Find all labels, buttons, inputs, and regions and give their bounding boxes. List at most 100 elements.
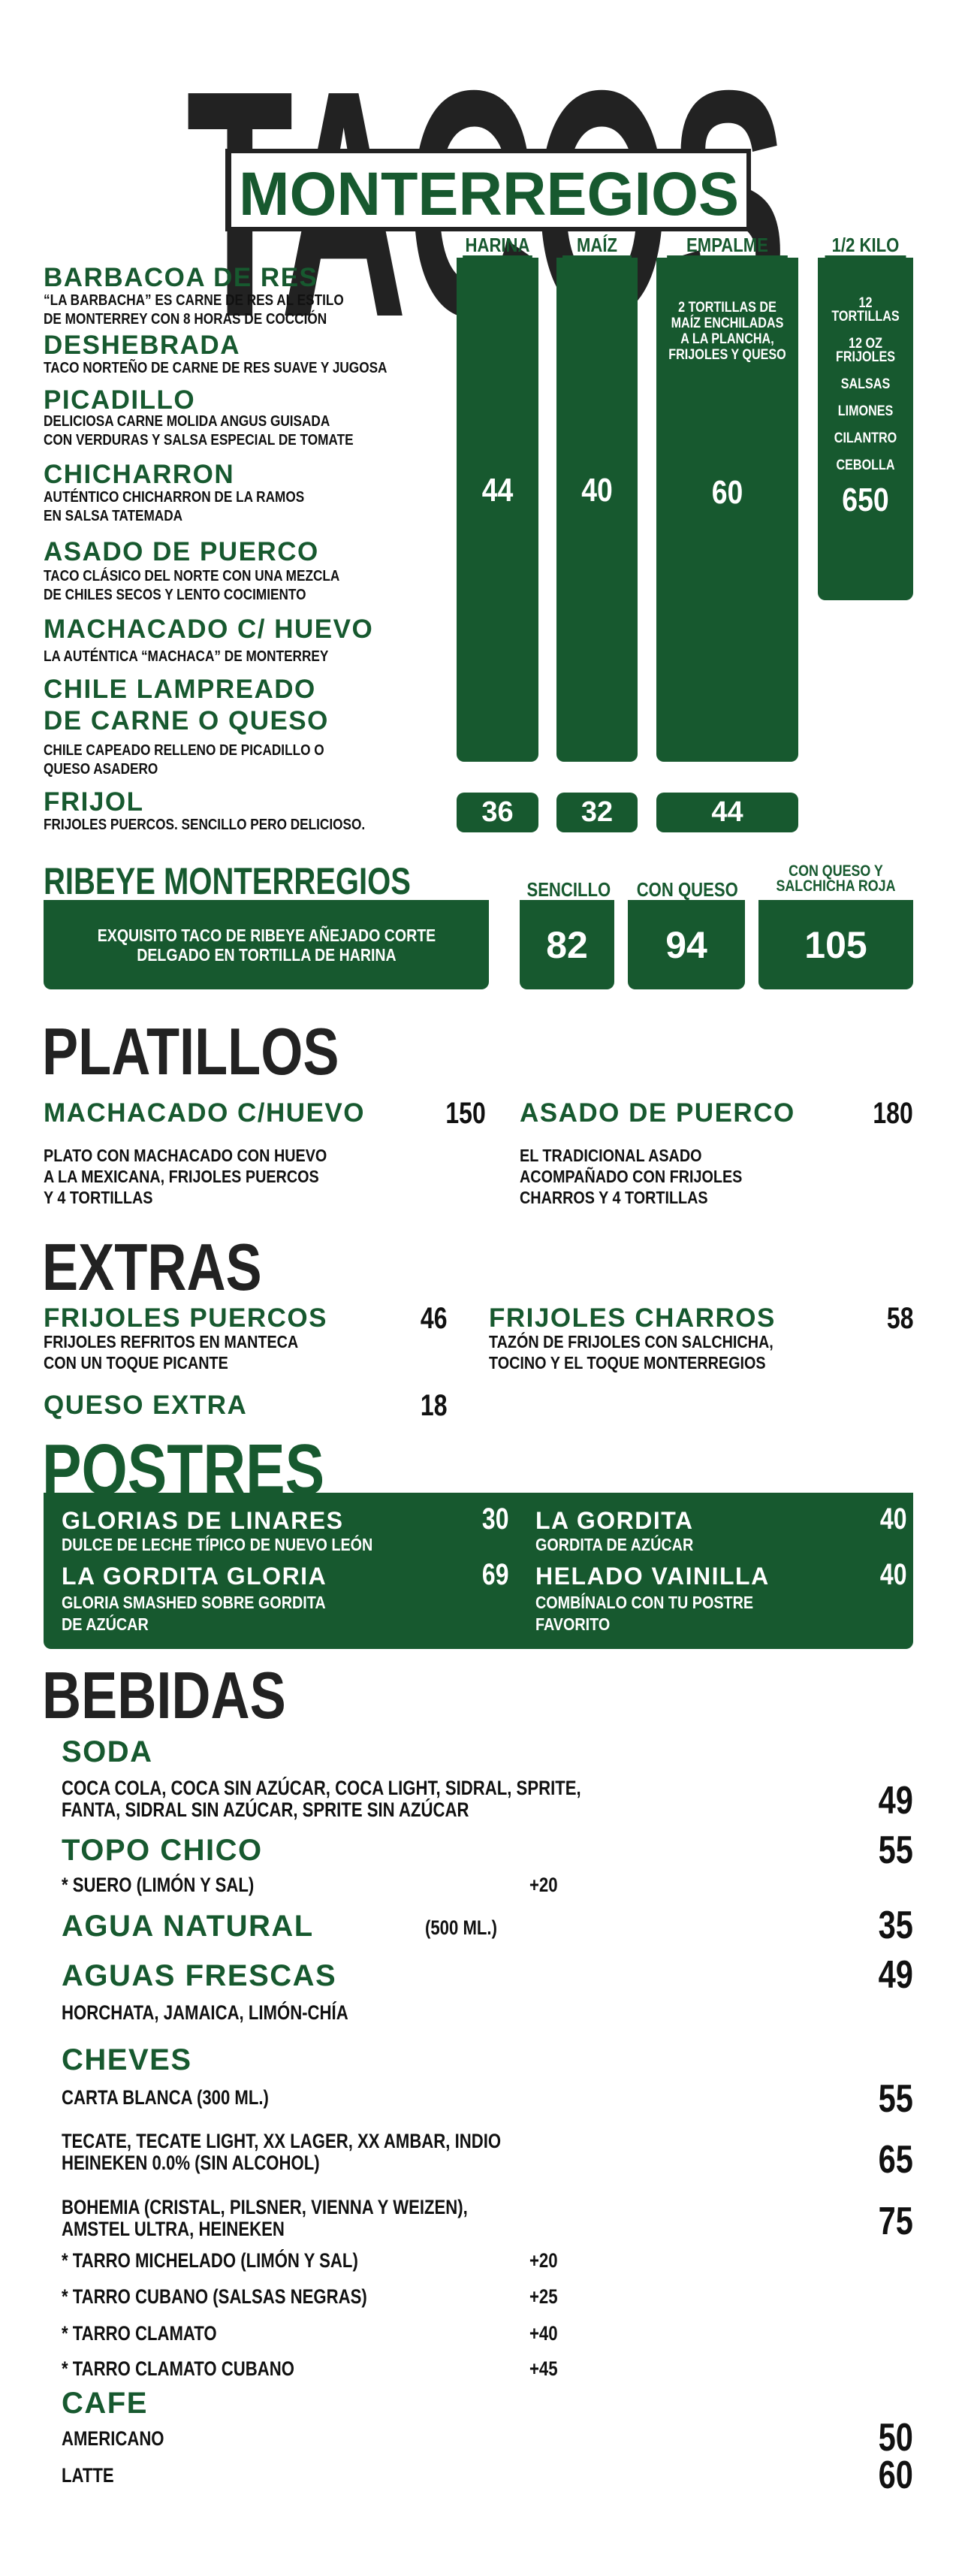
tarro-price: +45 xyxy=(529,2357,558,2380)
bebida-category-aguas-frescas: AGUAS FRESCAS xyxy=(62,1959,337,1992)
cheve-price: 75 xyxy=(878,2200,913,2243)
postre-description: COMBÍNALO CON TU POSTRE FAVORITO xyxy=(535,1593,754,1634)
postre-price: 30 xyxy=(481,1502,508,1536)
tarro-price: +40 xyxy=(529,2322,558,2345)
logo: TACOS MONTERREGIOS xyxy=(186,68,787,323)
cafe-item: AMERICANO xyxy=(62,2427,164,2450)
maiz-price: 40 xyxy=(581,472,613,509)
cafe-price: 50 xyxy=(878,2416,913,2460)
postre-name: LA GORDITA xyxy=(535,1507,694,1534)
postre-price: 40 xyxy=(879,1502,906,1536)
medio-kilo-description: 12 TORTILLAS 12 OZ FRIJOLES SALSAS LIMON… xyxy=(831,295,900,473)
bebida-category-cafe: CAFE xyxy=(62,2387,148,2420)
frijol-harina-price: 36 xyxy=(457,793,538,832)
postre-name: LA GORDITA GLORIA xyxy=(62,1563,327,1590)
postre-description: GLORIA SMASHED SOBRE GORDITA DE AZÚCAR xyxy=(62,1593,326,1634)
taco-name: CHICHARRON xyxy=(44,460,235,489)
postre-price: 40 xyxy=(879,1558,906,1591)
cheve-description: BOHEMIA (CRISTAL, PILSNER, VIENNA Y WEIZ… xyxy=(62,2196,468,2240)
empalme-column: 2 TORTILLAS DE MAÍZ ENCHILADAS A LA PLAN… xyxy=(656,258,798,762)
cheve-price: 65 xyxy=(878,2138,913,2182)
taco-description: AUTÉNTICO CHICHARRON DE LA RAMOS EN SALS… xyxy=(44,489,305,524)
cheve-price: 55 xyxy=(878,2077,913,2121)
topo-chico-price: 55 xyxy=(878,1829,913,1872)
extras-title: EXTRAS xyxy=(42,1230,262,1304)
bebida-category-agua-natural: AGUA NATURAL xyxy=(62,1910,314,1943)
postre-name: HELADO VAINILLA xyxy=(535,1563,770,1590)
taco-name: ASADO DE PUERCO xyxy=(44,537,319,566)
bebidas-title: BEBIDAS xyxy=(42,1658,286,1732)
cheve-description: CARTA BLANCA (300 ML.) xyxy=(62,2086,269,2109)
topo-chico-extra: * SUERO (LIMÓN Y SAL) xyxy=(62,1874,255,1896)
platillo-name: ASADO DE PUERCO xyxy=(520,1098,795,1128)
tarro-option: * TARRO MICHELADO (LIMÓN Y SAL) xyxy=(62,2249,358,2272)
aguas-frescas-description: HORCHATA, JAMAICA, LIMÓN-CHÍA xyxy=(62,2001,348,2024)
platillo-description: EL TRADICIONAL ASADO ACOMPAÑADO CON FRIJ… xyxy=(520,1146,743,1207)
postre-name: GLORIAS DE LINARES xyxy=(62,1507,344,1534)
extra-price: 58 xyxy=(886,1302,913,1335)
platillo-price: 180 xyxy=(873,1097,913,1130)
taco-description: LA AUTÉNTICA “MACHACA” DE MONTERREY xyxy=(44,648,329,665)
ribeye-price-salchicha: 105 xyxy=(758,900,913,989)
extra-price: 18 xyxy=(420,1389,447,1422)
taco-name: DESHEBRADA xyxy=(44,331,240,360)
extra-price: 46 xyxy=(420,1302,447,1335)
bebida-category-soda: SODA xyxy=(62,1735,153,1768)
ribeye-price-sencillo: 82 xyxy=(520,900,614,989)
column-header-maiz: MAÍZ xyxy=(562,234,632,258)
extra-name: QUESO EXTRA xyxy=(44,1391,248,1420)
ribeye-option-label: SENCILLO xyxy=(526,878,611,901)
platillos-title: PLATILLOS xyxy=(42,1014,339,1089)
tarro-option: * TARRO CLAMATO xyxy=(62,2322,217,2345)
frijol-empalme-price: 44 xyxy=(656,793,798,832)
column-header-medio-kilo: 1/2 KILO xyxy=(825,234,906,258)
taco-name: FRIJOL xyxy=(44,787,144,817)
ribeye-option-label: CON QUESO Y SALCHICHA ROJA xyxy=(776,862,896,895)
maiz-column: 40 xyxy=(556,258,638,762)
taco-description: DELICIOSA CARNE MOLIDA ANGUS GUISADA CON… xyxy=(44,413,354,448)
extra-name: FRIJOLES CHARROS xyxy=(489,1303,776,1333)
platillo-description: PLATO CON MACHACADO CON HUEVO A LA MEXIC… xyxy=(44,1146,327,1207)
platillo-price: 150 xyxy=(445,1097,486,1130)
ribeye-description: EXQUISITO TACO DE RIBEYE AÑEJADO CORTE D… xyxy=(97,925,436,965)
taco-description: TACO NORTEÑO DE CARNE DE RES SUAVE Y JUG… xyxy=(44,360,388,376)
topo-chico-extra-price: +20 xyxy=(529,1874,558,1896)
taco-description: FRIJOLES PUERCOS. SENCILLO PERO DELICIOS… xyxy=(44,817,366,833)
ribeye-title: RIBEYE MONTERREGIOS xyxy=(44,860,411,902)
empalme-description: 2 TORTILLAS DE MAÍZ ENCHILADAS A LA PLAN… xyxy=(668,300,786,363)
postre-description: DULCE DE LECHE TÍPICO DE NUEVO LEÓN xyxy=(62,1535,373,1554)
platillo-name: MACHACADO C/HUEVO xyxy=(44,1098,365,1128)
tarro-price: +25 xyxy=(529,2285,558,2308)
postre-price: 69 xyxy=(481,1558,508,1591)
ribeye-price-con-queso: 94 xyxy=(628,900,745,989)
soda-price: 49 xyxy=(878,1779,913,1823)
tarro-option: * TARRO CLAMATO CUBANO xyxy=(62,2357,294,2380)
extra-description: TAZÓN DE FRIJOLES CON SALCHICHA, TOCINO … xyxy=(489,1332,773,1373)
medio-kilo-price: 650 xyxy=(842,482,889,518)
ribeye-description-box: EXQUISITO TACO DE RIBEYE AÑEJADO CORTE D… xyxy=(44,900,489,989)
ribeye-option-label: CON QUESO xyxy=(636,878,738,901)
taco-description: CHILE CAPEADO RELLENO DE PICADILLO O QUE… xyxy=(44,742,324,778)
taco-name: MACHACADO C/ HUEVO xyxy=(44,615,374,644)
aguas-frescas-price: 49 xyxy=(878,1953,913,1997)
soda-description: COCA COLA, COCA SIN AZÚCAR, COCA LIGHT, … xyxy=(62,1777,581,1821)
empalme-price: 60 xyxy=(711,474,743,511)
extra-description: FRIJOLES REFRITOS EN MANTECA CON UN TOQU… xyxy=(44,1332,299,1373)
taco-name: PICADILLO xyxy=(44,385,196,415)
taco-description: “LA BARBACHA” ES CARNE DE RES AL ESTILO … xyxy=(44,292,344,328)
column-header-empalme: EMPALME xyxy=(667,234,788,258)
logo-word-monterregios: MONTERREGIOS xyxy=(239,160,739,228)
taco-name: CHILE LAMPREADO DE CARNE O QUESO xyxy=(44,675,329,735)
bebida-category-topo-chico: TOPO CHICO xyxy=(62,1834,263,1867)
bebida-category-cheves: CHEVES xyxy=(62,2043,192,2076)
taco-name: BARBACOA DE RES xyxy=(44,263,318,292)
harina-price: 44 xyxy=(481,472,514,509)
column-header-harina: HARINA xyxy=(463,234,532,258)
tarro-option: * TARRO CUBANO (SALSAS NEGRAS) xyxy=(62,2285,367,2308)
cafe-price: 60 xyxy=(878,2454,913,2497)
cafe-item: LATTE xyxy=(62,2464,114,2487)
taco-description: TACO CLÁSICO DEL NORTE CON UNA MEZCLA DE… xyxy=(44,568,340,603)
frijol-maiz-price: 32 xyxy=(556,793,638,832)
medio-kilo-column: 12 TORTILLAS 12 OZ FRIJOLES SALSAS LIMON… xyxy=(818,258,913,600)
postre-description: GORDITA DE AZÚCAR xyxy=(535,1535,694,1554)
